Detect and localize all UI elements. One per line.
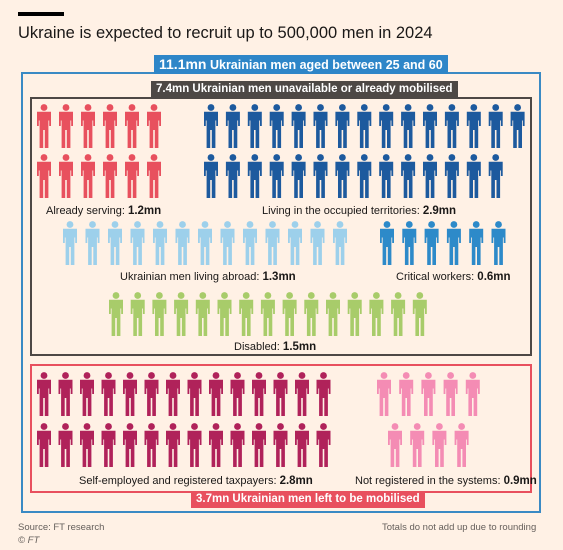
label-not-registered: Not registered in the systems: 0.9mn — [355, 475, 537, 487]
total-men-label: 11.1mn Ukrainian men aged between 25 and… — [154, 55, 448, 74]
remaining-label: 3.7mn Ukrainian men left to be mobilised — [191, 491, 425, 508]
copyright-note: © FT — [18, 535, 40, 546]
total-men-value: 11.1mn — [159, 56, 207, 72]
unavailable-label: 7.4mn Ukrainian men unavailable or alrea… — [151, 81, 458, 98]
label-occupied-territories: Living in the occupied territories: 2.9m… — [262, 205, 457, 217]
label-disabled: Disabled: 1.5mn — [234, 341, 317, 353]
source-note: Source: FT research — [18, 522, 105, 533]
remaining-box — [30, 364, 532, 493]
rounding-note: Totals do not add up due to rounding — [382, 522, 537, 533]
label-critical-workers: Critical workers: 0.6mn — [396, 271, 511, 283]
header-bar — [18, 12, 64, 16]
label-self-employed: Self-employed and registered taxpayers: … — [79, 475, 313, 487]
label-living-abroad: Ukrainian men living abroad: 1.3mn — [120, 271, 296, 283]
total-men-text: Ukrainian men aged between 25 and 60 — [209, 58, 443, 72]
unavailable-box — [30, 97, 532, 356]
chart-title: Ukraine is expected to recruit up to 500… — [18, 24, 433, 42]
label-already-serving: Already serving: 1.2mn — [46, 205, 162, 217]
